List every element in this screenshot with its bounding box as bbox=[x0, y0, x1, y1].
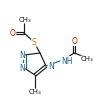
Text: N: N bbox=[48, 62, 54, 70]
Text: CH₃: CH₃ bbox=[29, 89, 41, 95]
Text: N: N bbox=[19, 51, 25, 60]
Text: O: O bbox=[10, 28, 16, 37]
Text: NH: NH bbox=[61, 56, 72, 66]
Text: CH₃: CH₃ bbox=[19, 17, 31, 23]
Text: S: S bbox=[32, 37, 36, 47]
Text: N: N bbox=[19, 64, 25, 72]
Text: O: O bbox=[72, 37, 78, 45]
Text: CH₃: CH₃ bbox=[81, 56, 93, 62]
